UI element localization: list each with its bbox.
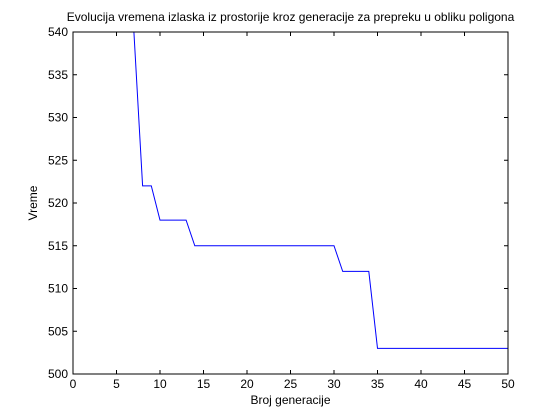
x-tick-label: 5	[113, 377, 120, 391]
y-tick-label: 540	[48, 25, 68, 39]
series-layer	[73, 31, 508, 349]
x-tick-label: 30	[327, 377, 341, 391]
plot-area	[73, 32, 508, 374]
y-tick-label: 500	[48, 367, 68, 381]
x-tick-label: 0	[70, 377, 77, 391]
y-tick-label: 525	[48, 153, 68, 167]
y-tick-label: 515	[48, 239, 68, 253]
x-tick-label: 45	[458, 377, 472, 391]
x-tick-label: 40	[414, 377, 428, 391]
x-tick-label: 15	[197, 377, 211, 391]
y-tick-label: 535	[48, 68, 68, 82]
x-axis-ticks: 0 5 10 15 20 25 30 35 40 45 50	[70, 32, 515, 391]
x-tick-label: 25	[284, 377, 298, 391]
y-tick-label: 520	[48, 196, 68, 210]
y-tick-label: 510	[48, 282, 68, 296]
y-axis-ticks: 500 505 510 515 520 525 530 535 540	[48, 25, 508, 381]
y-axis-title: Vreme	[26, 185, 40, 220]
chart-title: Evolucija vremena izlaska iz prostorije …	[67, 10, 515, 24]
x-axis-title: Broj generacije	[250, 393, 330, 407]
series-line-0	[73, 31, 508, 349]
x-tick-label: 10	[153, 377, 167, 391]
x-tick-label: 20	[240, 377, 254, 391]
y-tick-label: 505	[48, 324, 68, 338]
plot-box	[73, 32, 508, 374]
x-tick-label: 35	[371, 377, 385, 391]
x-tick-label: 50	[501, 377, 515, 391]
y-tick-label: 530	[48, 111, 68, 125]
